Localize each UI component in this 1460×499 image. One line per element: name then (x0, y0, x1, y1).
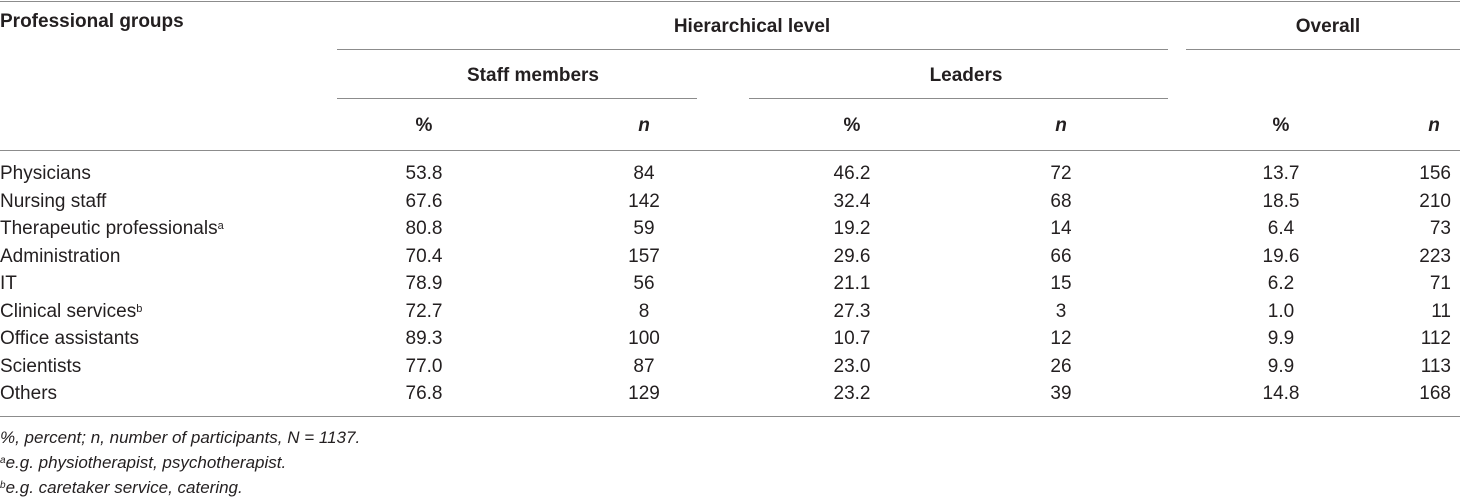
header-bottom-rule (0, 150, 1460, 151)
cell-overall-n: 112 (1420, 328, 1451, 349)
cell-professional-group: Clinical servicesb (0, 301, 142, 323)
cell-overall-n: 71 (1429, 273, 1451, 294)
professional-group-label: Clinical services (0, 301, 137, 322)
cell-staff-percent: 89.3 (405, 328, 443, 349)
header-overall-n: n (1428, 115, 1440, 136)
cell-overall-percent: 6.4 (1267, 218, 1295, 239)
cell-professional-group: Administration (0, 246, 120, 268)
header-staff-percent: % (415, 115, 433, 136)
cell-overall-n: 156 (1419, 163, 1451, 184)
cell-staff-n: 129 (628, 383, 660, 404)
cell-leaders-n: 39 (1050, 383, 1072, 404)
footnote-a: ae.g. physiotherapist, psychotherapist. (0, 453, 286, 473)
cell-professional-group: Office assistants (0, 328, 139, 350)
cell-staff-percent: 67.6 (405, 191, 443, 212)
cell-professional-group: Therapeutic professionalsa (0, 218, 224, 240)
cell-overall-percent: 13.7 (1262, 163, 1300, 184)
header-overall: Overall (1295, 16, 1361, 37)
cell-overall-n: 73 (1429, 218, 1451, 239)
header-leaders-percent: % (843, 115, 861, 136)
cell-overall-percent: 6.2 (1267, 273, 1295, 294)
cell-leaders-n: 72 (1050, 163, 1072, 184)
cell-overall-n: 210 (1419, 191, 1451, 212)
cell-leaders-percent: 23.0 (833, 356, 871, 377)
cell-professional-group: Nursing staff (0, 191, 106, 213)
header-overall-percent: % (1272, 115, 1290, 136)
cell-overall-n: 11 (1431, 301, 1451, 322)
footnote-abbreviations: %, percent; n, number of participants, N… (0, 428, 361, 447)
cell-leaders-n: 3 (1055, 301, 1067, 322)
leaders-rule (749, 98, 1168, 99)
cell-staff-n: 142 (628, 191, 660, 212)
overall-rule (1186, 49, 1460, 50)
cell-staff-percent: 78.9 (405, 273, 443, 294)
professional-group-label: Others (0, 383, 58, 404)
cell-professional-group: Others (0, 383, 57, 405)
cell-leaders-percent: 46.2 (833, 163, 871, 184)
cell-leaders-n: 66 (1050, 246, 1072, 267)
cell-professional-group: Scientists (0, 356, 81, 378)
cell-staff-n: 56 (633, 273, 655, 294)
cell-leaders-percent: 23.2 (833, 383, 871, 404)
professional-group-label: Administration (0, 246, 121, 267)
header-professional-groups: Professional groups (0, 11, 184, 32)
cell-leaders-percent: 21.1 (833, 273, 871, 294)
cell-overall-percent: 14.8 (1262, 383, 1300, 404)
cell-leaders-percent: 19.2 (833, 218, 871, 239)
cell-professional-group: IT (0, 273, 17, 295)
cell-staff-percent: 70.4 (405, 246, 443, 267)
cell-overall-percent: 19.6 (1262, 246, 1300, 267)
cell-leaders-percent: 10.7 (833, 328, 871, 349)
cell-overall-percent: 9.9 (1267, 328, 1295, 349)
cell-leaders-percent: 29.6 (833, 246, 871, 267)
footnote-b-text: e.g. caretaker service, catering. (5, 478, 243, 497)
footnote-a-text: e.g. physiotherapist, psychotherapist. (5, 453, 287, 472)
cell-staff-n: 100 (628, 328, 660, 349)
header-staff-n: n (638, 115, 650, 136)
cell-overall-percent: 9.9 (1267, 356, 1295, 377)
cell-overall-n: 113 (1420, 356, 1451, 377)
professional-group-label: Office assistants (0, 328, 140, 349)
cell-leaders-percent: 27.3 (833, 301, 871, 322)
cell-leaders-n: 26 (1050, 356, 1072, 377)
cell-staff-n: 59 (633, 218, 655, 239)
cell-leaders-n: 68 (1050, 191, 1072, 212)
cell-overall-percent: 18.5 (1262, 191, 1300, 212)
hierarchical-level-rule (337, 49, 1168, 50)
cell-overall-percent: 1.0 (1267, 301, 1295, 322)
footnote-marker: b (136, 303, 143, 315)
cell-professional-group: Physicians (0, 163, 91, 185)
cell-overall-n: 223 (1419, 246, 1451, 267)
table-top-rule (0, 1, 1460, 2)
cell-staff-percent: 80.8 (405, 218, 443, 239)
cell-leaders-n: 14 (1050, 218, 1072, 239)
footnote-marker: a (217, 220, 224, 232)
footnote-b-marker: b (0, 480, 6, 491)
header-leaders: Leaders (929, 65, 1003, 86)
cell-staff-n: 157 (628, 246, 660, 267)
cell-leaders-n: 12 (1050, 328, 1072, 349)
staff-members-rule (337, 98, 697, 99)
professional-group-label: IT (0, 273, 17, 294)
professional-group-label: Scientists (0, 356, 82, 377)
cell-staff-n: 87 (633, 356, 655, 377)
table-bottom-rule (0, 416, 1460, 417)
footnote-b: be.g. caretaker service, catering. (0, 478, 243, 498)
professional-group-label: Physicians (0, 163, 91, 184)
cell-staff-n: 84 (633, 163, 655, 184)
cell-overall-n: 168 (1419, 383, 1451, 404)
cell-staff-percent: 72.7 (405, 301, 443, 322)
footnote-a-marker: a (0, 455, 6, 466)
header-hierarchical-level: Hierarchical level (673, 16, 831, 37)
cell-staff-n: 8 (638, 301, 650, 322)
cell-staff-percent: 76.8 (405, 383, 443, 404)
professional-group-label: Therapeutic professionals (0, 218, 218, 239)
cell-leaders-percent: 32.4 (833, 191, 871, 212)
header-leaders-n: n (1055, 115, 1067, 136)
header-staff-members: Staff members (467, 65, 599, 86)
cell-staff-percent: 77.0 (405, 356, 443, 377)
cell-leaders-n: 15 (1050, 273, 1072, 294)
professional-group-label: Nursing staff (0, 191, 107, 212)
cell-staff-percent: 53.8 (405, 163, 443, 184)
